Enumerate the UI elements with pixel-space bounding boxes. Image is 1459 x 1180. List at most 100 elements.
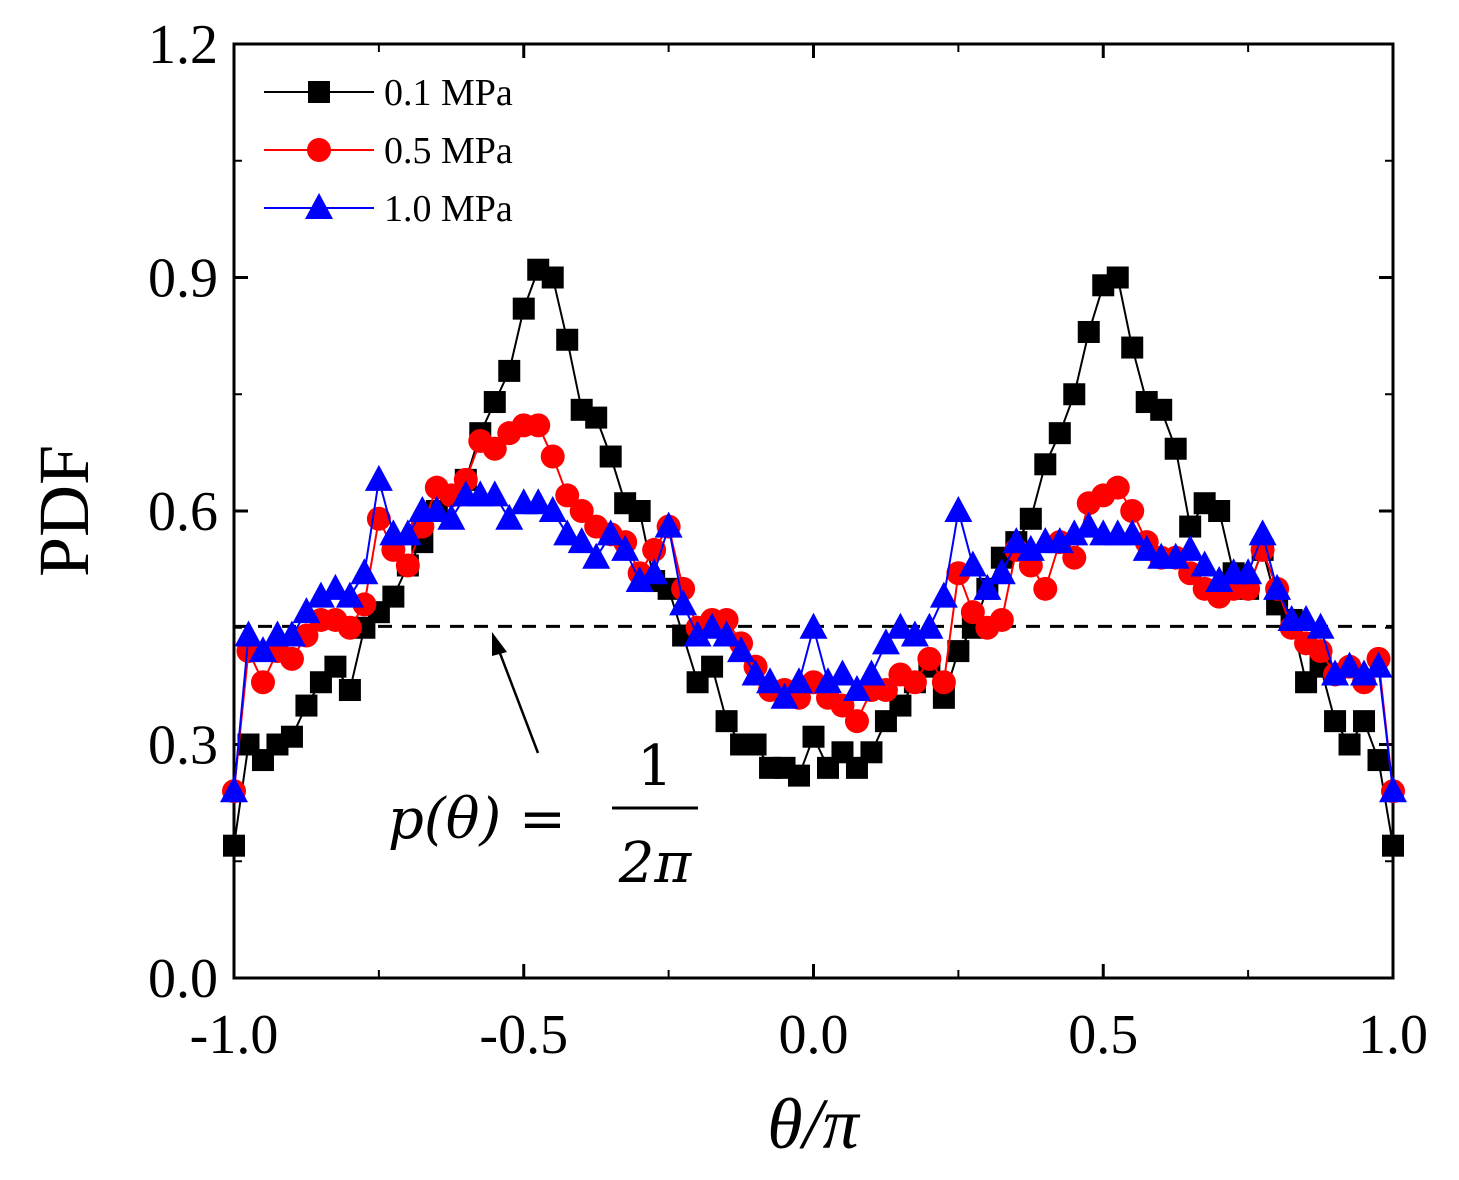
formula-numerator: 1	[637, 734, 673, 799]
legend-marker	[308, 81, 330, 103]
legend-marker	[305, 193, 333, 219]
data-point	[279, 646, 304, 671]
data-point	[1364, 651, 1393, 678]
data-point	[538, 496, 567, 522]
data-point	[453, 467, 478, 492]
formula-lhs: p(θ) =	[388, 787, 566, 852]
data-point	[540, 444, 565, 469]
data-point	[1033, 576, 1058, 601]
data-point	[714, 607, 739, 632]
data-point	[556, 328, 579, 351]
data-point	[1308, 639, 1333, 664]
x-tick-label: -0.5	[479, 1004, 568, 1066]
data-point	[828, 659, 857, 686]
data-point	[929, 581, 958, 608]
data-point	[223, 834, 245, 857]
data-point	[541, 266, 564, 289]
data-point	[902, 670, 927, 695]
data-point	[585, 406, 608, 429]
data-point	[1063, 383, 1086, 406]
data-point	[960, 600, 985, 625]
data-point	[335, 581, 364, 608]
data-point	[989, 607, 1014, 632]
data-point	[813, 667, 842, 694]
data-point	[973, 573, 1002, 600]
data-point	[712, 620, 741, 647]
data-point	[1248, 519, 1277, 546]
data-point	[1321, 659, 1350, 686]
data-point	[555, 483, 580, 508]
data-point	[671, 576, 696, 601]
y-tick-label: 0.9	[148, 248, 218, 310]
data-point	[512, 297, 535, 320]
y-tick-label: 0.6	[148, 481, 218, 543]
data-point	[437, 503, 466, 530]
data-point	[306, 581, 335, 608]
data-point	[498, 359, 521, 382]
data-point	[1306, 612, 1335, 639]
data-point	[799, 612, 828, 639]
data-point	[1324, 710, 1347, 733]
data-point	[526, 413, 551, 438]
data-point	[1208, 500, 1231, 522]
annotation-arrow-head	[492, 632, 507, 656]
data-point	[944, 496, 973, 522]
data-point	[1292, 604, 1321, 631]
data-point	[744, 733, 767, 756]
data-point	[250, 670, 275, 695]
y-axis-ticks: 0.0 0.3 0.6 0.9 1.2	[148, 14, 1393, 1010]
data-point	[1176, 534, 1205, 561]
data-point	[382, 585, 405, 608]
data-point	[844, 709, 869, 734]
data-point	[1190, 550, 1219, 577]
data-point	[1106, 266, 1129, 289]
data-point	[1234, 558, 1263, 585]
data-point	[292, 597, 321, 624]
data-point	[1150, 398, 1173, 421]
data-point	[628, 500, 651, 522]
data-point	[1121, 336, 1144, 359]
data-point	[1105, 475, 1130, 500]
data-point	[931, 670, 956, 695]
legend-label: 0.1 MPa	[384, 72, 513, 114]
x-tick-label: -1.0	[190, 1004, 279, 1066]
data-point	[889, 694, 912, 717]
legend-label: 0.5 MPa	[384, 130, 513, 172]
data-point	[1164, 437, 1187, 460]
data-point	[524, 488, 553, 515]
data-point	[280, 725, 303, 748]
annotation-formula: p(θ) = 1 2π	[388, 734, 698, 896]
data-point	[788, 764, 811, 787]
data-point	[947, 640, 970, 663]
y-tick-label: 0.3	[148, 715, 218, 777]
data-point	[569, 499, 594, 523]
data-point	[860, 741, 883, 764]
data-point	[785, 667, 814, 694]
data-point	[483, 391, 506, 414]
data-point	[770, 682, 799, 709]
data-point	[337, 615, 362, 640]
legend-marker	[307, 138, 331, 162]
data-point	[321, 573, 350, 600]
data-point	[917, 646, 942, 671]
data-point	[1338, 733, 1361, 756]
data-point	[1120, 499, 1145, 523]
data-point	[1263, 573, 1292, 600]
data-point	[422, 496, 451, 522]
data-point	[480, 480, 509, 507]
x-tick-label: 1.0	[1358, 1004, 1428, 1066]
data-point	[987, 558, 1016, 585]
data-point	[669, 589, 698, 616]
data-point	[715, 710, 738, 733]
data-point	[698, 612, 727, 639]
data-point	[1205, 566, 1234, 593]
data-point	[324, 655, 347, 678]
data-point	[395, 553, 420, 578]
data-point	[1074, 511, 1103, 538]
data-point	[248, 636, 277, 663]
data-point	[640, 558, 669, 585]
data-point	[1335, 651, 1364, 678]
data-point	[900, 620, 929, 647]
y-tick-label: 1.2	[148, 14, 218, 76]
data-point	[857, 659, 886, 686]
